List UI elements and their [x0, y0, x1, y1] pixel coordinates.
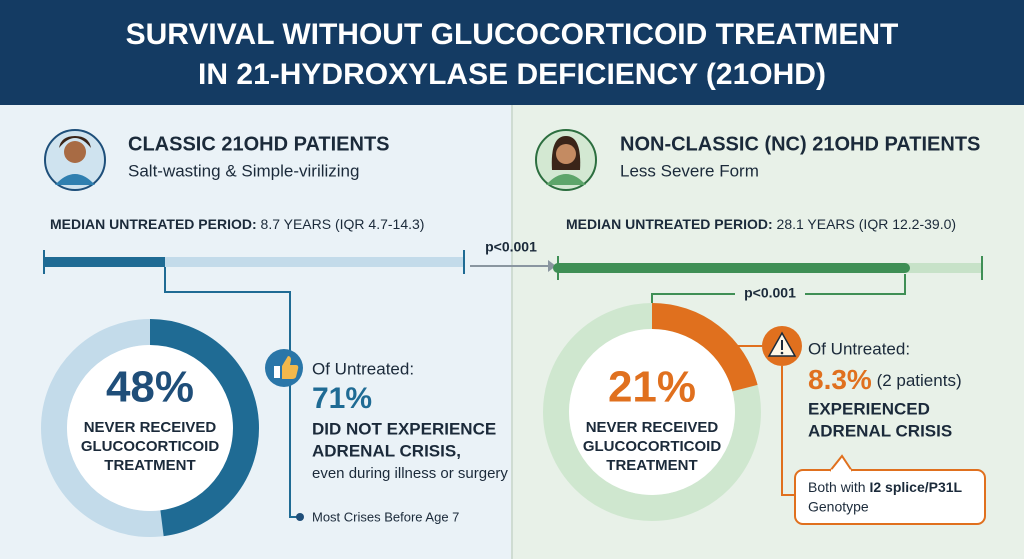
- donut-center: [569, 329, 735, 495]
- footnote: Most Crises Before Age 7: [312, 509, 459, 524]
- donut: [149, 319, 259, 537]
- donut-caption: NEVER RECEIVED: [586, 419, 719, 436]
- connector: [736, 345, 795, 496]
- stat-note: even during illness or surgery: [312, 465, 508, 482]
- stat-suffix: (2 patients): [877, 371, 962, 390]
- donut-caption: NEVER RECEIVED: [84, 419, 217, 436]
- donut-caption: TREATMENT: [104, 457, 195, 474]
- callout-text: Both with I2 splice/P31L: [808, 479, 963, 495]
- stat-text: EXPERIENCED: [808, 399, 930, 418]
- donut-caption: GLUCOCORTICOID: [81, 438, 219, 455]
- donut-caption: TREATMENT: [606, 457, 697, 474]
- stat-text: DID NOT EXPERIENCE: [312, 419, 496, 438]
- arrow: [470, 260, 556, 272]
- stat: 8.3%: [808, 364, 872, 395]
- stat-text: ADRENAL CRISIS: [808, 421, 952, 440]
- donut-arc: [149, 319, 259, 537]
- donut: [651, 303, 758, 392]
- donut-label: 21%: [608, 363, 696, 412]
- callout-prefix: Both with: [808, 479, 866, 495]
- callout-genotype: I2 splice/P31L: [869, 479, 962, 495]
- callout-box: [794, 454, 986, 525]
- thumb-icon: [265, 349, 303, 387]
- median-text: MEDIAN UNTREATED PERIOD: 28.1 YEARS (IQR…: [566, 216, 956, 232]
- stat-text: ADRENAL CRISIS,: [312, 441, 461, 460]
- donut-caption: GLUCOCORTICOID: [583, 438, 721, 455]
- median-label: MEDIAN UNTREATED PERIOD:: [566, 216, 773, 232]
- warning-icon: [762, 326, 802, 366]
- avatar: [535, 129, 597, 191]
- median-value: 8.7 YEARS (IQR 4.7-14.3): [261, 216, 425, 232]
- donut-center: [67, 345, 233, 511]
- stat-line: 8.3% (2 patients): [808, 364, 962, 395]
- title-line: IN 21-HYDROXYLASE DEFICIENCY (21OHD): [198, 58, 826, 91]
- median-text: MEDIAN UNTREATED PERIOD: 8.7 YEARS (IQR …: [50, 216, 424, 232]
- title-line: SURVIVAL WITHOUT GLUCOCORTICOID TREATMEN…: [126, 18, 899, 51]
- panel-heading: CLASSIC 21OHD PATIENTS: [128, 133, 390, 155]
- stat: 71%: [312, 382, 372, 415]
- donut-arc: [651, 303, 758, 392]
- timeline-bar: [43, 250, 465, 521]
- panel-subheading: Salt-wasting & Simple-virilizing: [128, 161, 359, 180]
- header-bar: [0, 0, 1024, 105]
- avatar: [44, 129, 106, 191]
- panel-subheading: Less Severe Form: [620, 161, 759, 180]
- of-untreated: Of Untreated:: [312, 359, 414, 378]
- donut-label: 48%: [106, 363, 194, 412]
- panel-heading: NON-CLASSIC (NC) 21OHD PATIENTS: [620, 133, 980, 155]
- bracket-label: p<0.001: [744, 285, 796, 301]
- median-label: MEDIAN UNTREATED PERIOD:: [50, 216, 257, 232]
- of-untreated: Of Untreated:: [808, 339, 910, 358]
- p-value: p<0.001: [485, 239, 537, 255]
- callout-suffix: Genotype: [808, 499, 869, 515]
- median-value: 28.1 YEARS (IQR 12.2-39.0): [777, 216, 957, 232]
